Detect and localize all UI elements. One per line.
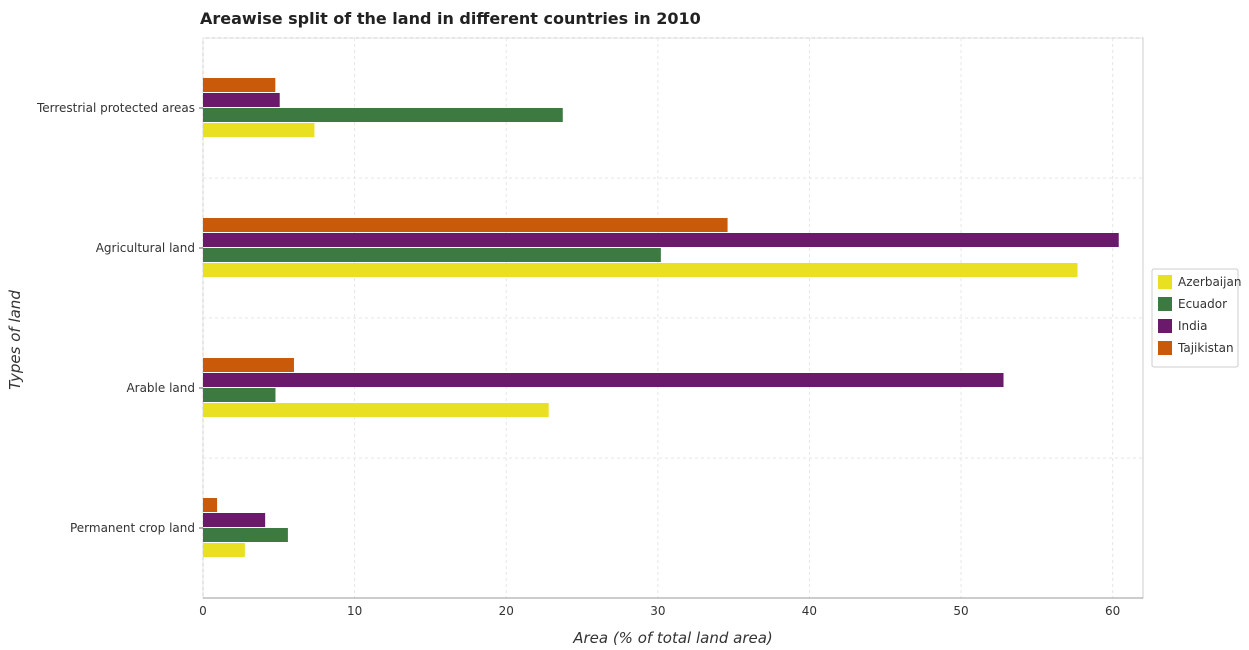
bar-ecuador-1	[203, 248, 661, 262]
bar-azerbaijan-1	[203, 263, 1078, 277]
bar-tajikistan-2	[203, 358, 294, 372]
legend-swatch-azerbaijan	[1158, 275, 1172, 289]
y-tick-label: Terrestrial protected areas	[36, 101, 195, 115]
y-tick-label: Permanent crop land	[70, 521, 195, 535]
bar-india-3	[203, 513, 266, 527]
x-tick-label: 10	[347, 604, 362, 618]
x-tick-label: 0	[199, 604, 207, 618]
x-axis-label: Area (% of total land area)	[572, 629, 773, 647]
bar-ecuador-2	[203, 388, 276, 402]
y-tick-label: Agricultural land	[96, 241, 195, 255]
legend-swatch-ecuador	[1158, 297, 1172, 311]
x-tick-label: 60	[1105, 604, 1120, 618]
x-tick-label: 40	[802, 604, 817, 618]
bar-ecuador-3	[203, 528, 288, 542]
bar-azerbaijan-2	[203, 403, 549, 417]
legend-label-tajikistan: Tajikistan	[1177, 341, 1234, 355]
bar-ecuador-0	[203, 108, 563, 122]
bar-india-1	[203, 233, 1119, 247]
legend: Azerbaijan Ecuador India Tajikistan	[1151, 268, 1241, 368]
bar-tajikistan-3	[203, 498, 218, 512]
legend-label-india: India	[1178, 319, 1207, 333]
legend-label-ecuador: Ecuador	[1178, 297, 1227, 311]
plot-area: 0 10 20 30 40 50 60 Terrestrial protected areas…	[36, 37, 1144, 618]
legend-box	[1151, 268, 1239, 368]
x-tick-label: 30	[650, 604, 665, 618]
y-axis-label: Types of land	[6, 290, 24, 390]
legend-swatch-india	[1158, 319, 1172, 333]
chart-title: Areawise split of the land in different …	[200, 9, 701, 28]
bar-india-0	[203, 93, 280, 107]
legend-label-azerbaijan: Azerbaijan	[1178, 275, 1241, 289]
legend-swatch-tajikistan	[1158, 341, 1172, 355]
bar-tajikistan-1	[203, 218, 728, 232]
bar-azerbaijan-3	[203, 543, 245, 557]
bar-azerbaijan-0	[203, 123, 315, 137]
y-tick-label: Arable land	[126, 381, 195, 395]
bar-tajikistan-0	[203, 78, 276, 92]
x-tick-label: 50	[953, 604, 968, 618]
x-tick-label: 20	[499, 604, 514, 618]
bar-india-2	[203, 373, 1004, 387]
